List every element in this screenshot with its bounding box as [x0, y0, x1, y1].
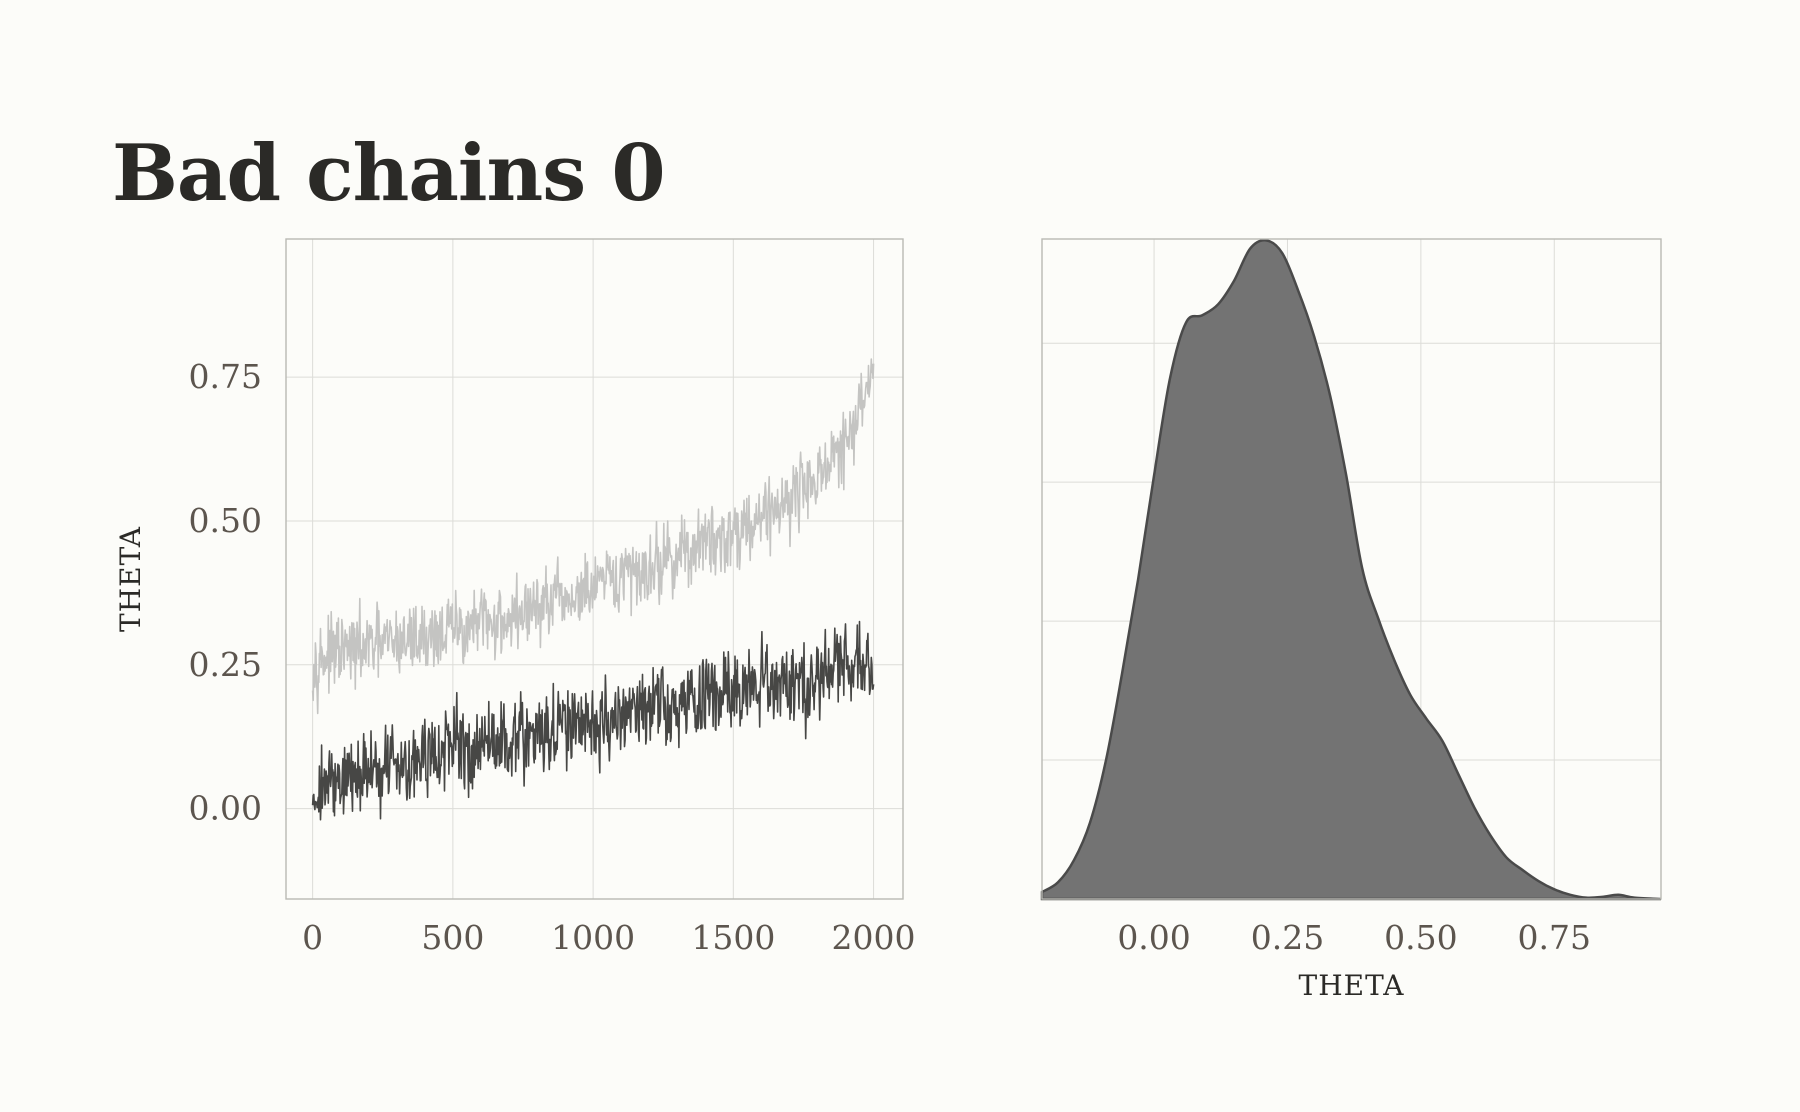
density-x-tick-label: 0.25: [1251, 918, 1324, 957]
trace-plot-panel: 0 500 1000 1500 2000 0.00 0.25 0.50 0.75 THETA: [114, 238, 916, 957]
trace-y-tick-label: 0.50: [189, 501, 262, 540]
trace-y-tick-label: 0.75: [189, 357, 262, 396]
density-plot-panel: 0.00 0.25 0.50 0.75 THETA: [1040, 238, 1662, 1002]
trace-x-tick-label: 1500: [691, 918, 775, 957]
trace-x-tick-label: 500: [421, 918, 484, 957]
trace-plot-border: [285, 238, 904, 900]
density-x-tick-label: 0.75: [1518, 918, 1591, 957]
trace-plot-y-axis-title: THETA: [114, 526, 147, 632]
density-plot-border: [1041, 238, 1662, 900]
density-x-tick-label: 0.50: [1384, 918, 1457, 957]
density-x-tick-label: 0.00: [1117, 918, 1190, 957]
density-plot-tick-labels: 0.00 0.25 0.50 0.75: [1117, 918, 1591, 957]
page-title: Bad chains 0: [112, 128, 666, 219]
trace-series-line-1: [311, 358, 875, 715]
density-plot-x-axis-title: THETA: [1299, 969, 1405, 1002]
trace-y-tick-label: 0.25: [189, 645, 262, 684]
trace-series-line-2: [311, 620, 875, 821]
trace-x-tick-label: 2000: [832, 918, 916, 957]
density-area: [1040, 239, 1662, 901]
trace-plot-tick-labels: 0 500 1000 1500 2000 0.00 0.25 0.50 0.75: [189, 357, 916, 957]
trace-y-tick-label: 0.00: [189, 789, 262, 828]
trace-x-tick-label: 1000: [551, 918, 635, 957]
trace-x-tick-label: 0: [302, 918, 323, 957]
trace-plot-series: [311, 358, 875, 821]
